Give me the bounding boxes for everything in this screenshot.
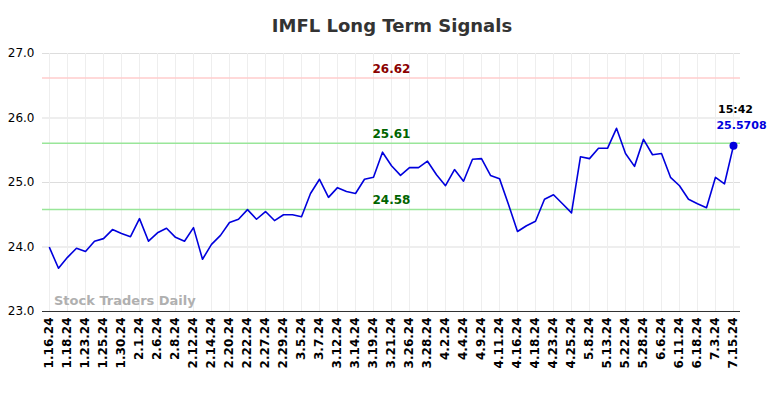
svg-text:2.22.24: 2.22.24: [240, 318, 254, 369]
svg-text:4.2.24: 4.2.24: [438, 318, 452, 361]
svg-text:5.8.24: 5.8.24: [582, 318, 596, 361]
svg-text:6.18.24: 6.18.24: [690, 318, 704, 369]
svg-text:4.23.24: 4.23.24: [546, 318, 560, 369]
svg-text:1.23.24: 1.23.24: [78, 318, 92, 369]
svg-text:3.12.24: 3.12.24: [330, 318, 344, 369]
svg-text:27.0: 27.0: [8, 46, 35, 60]
svg-text:2.6.24: 2.6.24: [150, 318, 164, 361]
svg-text:5.28.24: 5.28.24: [636, 318, 650, 369]
svg-text:23.0: 23.0: [8, 304, 35, 318]
svg-text:1.30.24: 1.30.24: [114, 318, 128, 369]
svg-text:1.18.24: 1.18.24: [60, 318, 74, 369]
svg-text:24.0: 24.0: [8, 240, 35, 254]
svg-text:6.11.24: 6.11.24: [672, 318, 686, 369]
svg-text:4.25.24: 4.25.24: [564, 318, 578, 369]
svg-text:24.58: 24.58: [373, 193, 411, 207]
svg-text:2.12.24: 2.12.24: [186, 318, 200, 369]
svg-text:2.14.24: 2.14.24: [204, 318, 218, 369]
svg-text:15:42: 15:42: [718, 103, 753, 116]
svg-text:26.62: 26.62: [373, 62, 411, 76]
svg-text:7.3.24: 7.3.24: [708, 318, 722, 361]
svg-text:3.5.24: 3.5.24: [294, 318, 308, 361]
svg-text:2.29.24: 2.29.24: [276, 318, 290, 369]
svg-text:5.22.24: 5.22.24: [618, 318, 632, 369]
svg-text:26.0: 26.0: [8, 111, 35, 125]
svg-text:3.26.24: 3.26.24: [402, 318, 416, 369]
svg-text:3.7.24: 3.7.24: [312, 318, 326, 361]
svg-text:4.16.24: 4.16.24: [510, 318, 524, 369]
svg-text:4.9.24: 4.9.24: [474, 318, 488, 361]
svg-text:4.18.24: 4.18.24: [528, 318, 542, 369]
svg-text:25.5708: 25.5708: [716, 119, 766, 132]
svg-text:3.14.24: 3.14.24: [348, 318, 362, 369]
svg-text:25.0: 25.0: [8, 175, 35, 189]
svg-text:1.16.24: 1.16.24: [42, 318, 56, 369]
svg-text:3.21.24: 3.21.24: [384, 318, 398, 369]
svg-text:25.61: 25.61: [373, 127, 411, 141]
svg-text:6.6.24: 6.6.24: [654, 318, 668, 361]
svg-text:4.4.24: 4.4.24: [456, 318, 470, 361]
svg-text:3.28.24: 3.28.24: [420, 318, 434, 369]
svg-text:4.11.24: 4.11.24: [492, 318, 506, 369]
svg-text:2.1.24: 2.1.24: [132, 318, 146, 361]
svg-text:1.25.24: 1.25.24: [96, 318, 110, 369]
html-text:IMFL Long Term Signals: IMFL Long Term Signals: [271, 15, 513, 36]
svg-text:2.8.24: 2.8.24: [168, 318, 182, 361]
svg-text:7.15.24: 7.15.24: [726, 318, 740, 369]
svg-text:5.13.24: 5.13.24: [600, 318, 614, 369]
svg-text:2.27.24: 2.27.24: [258, 318, 272, 369]
svg-text:3.19.24: 3.19.24: [366, 318, 380, 369]
html-text:Stock Traders Daily: Stock Traders Daily: [54, 293, 196, 308]
svg-text:2.20.24: 2.20.24: [222, 318, 236, 369]
